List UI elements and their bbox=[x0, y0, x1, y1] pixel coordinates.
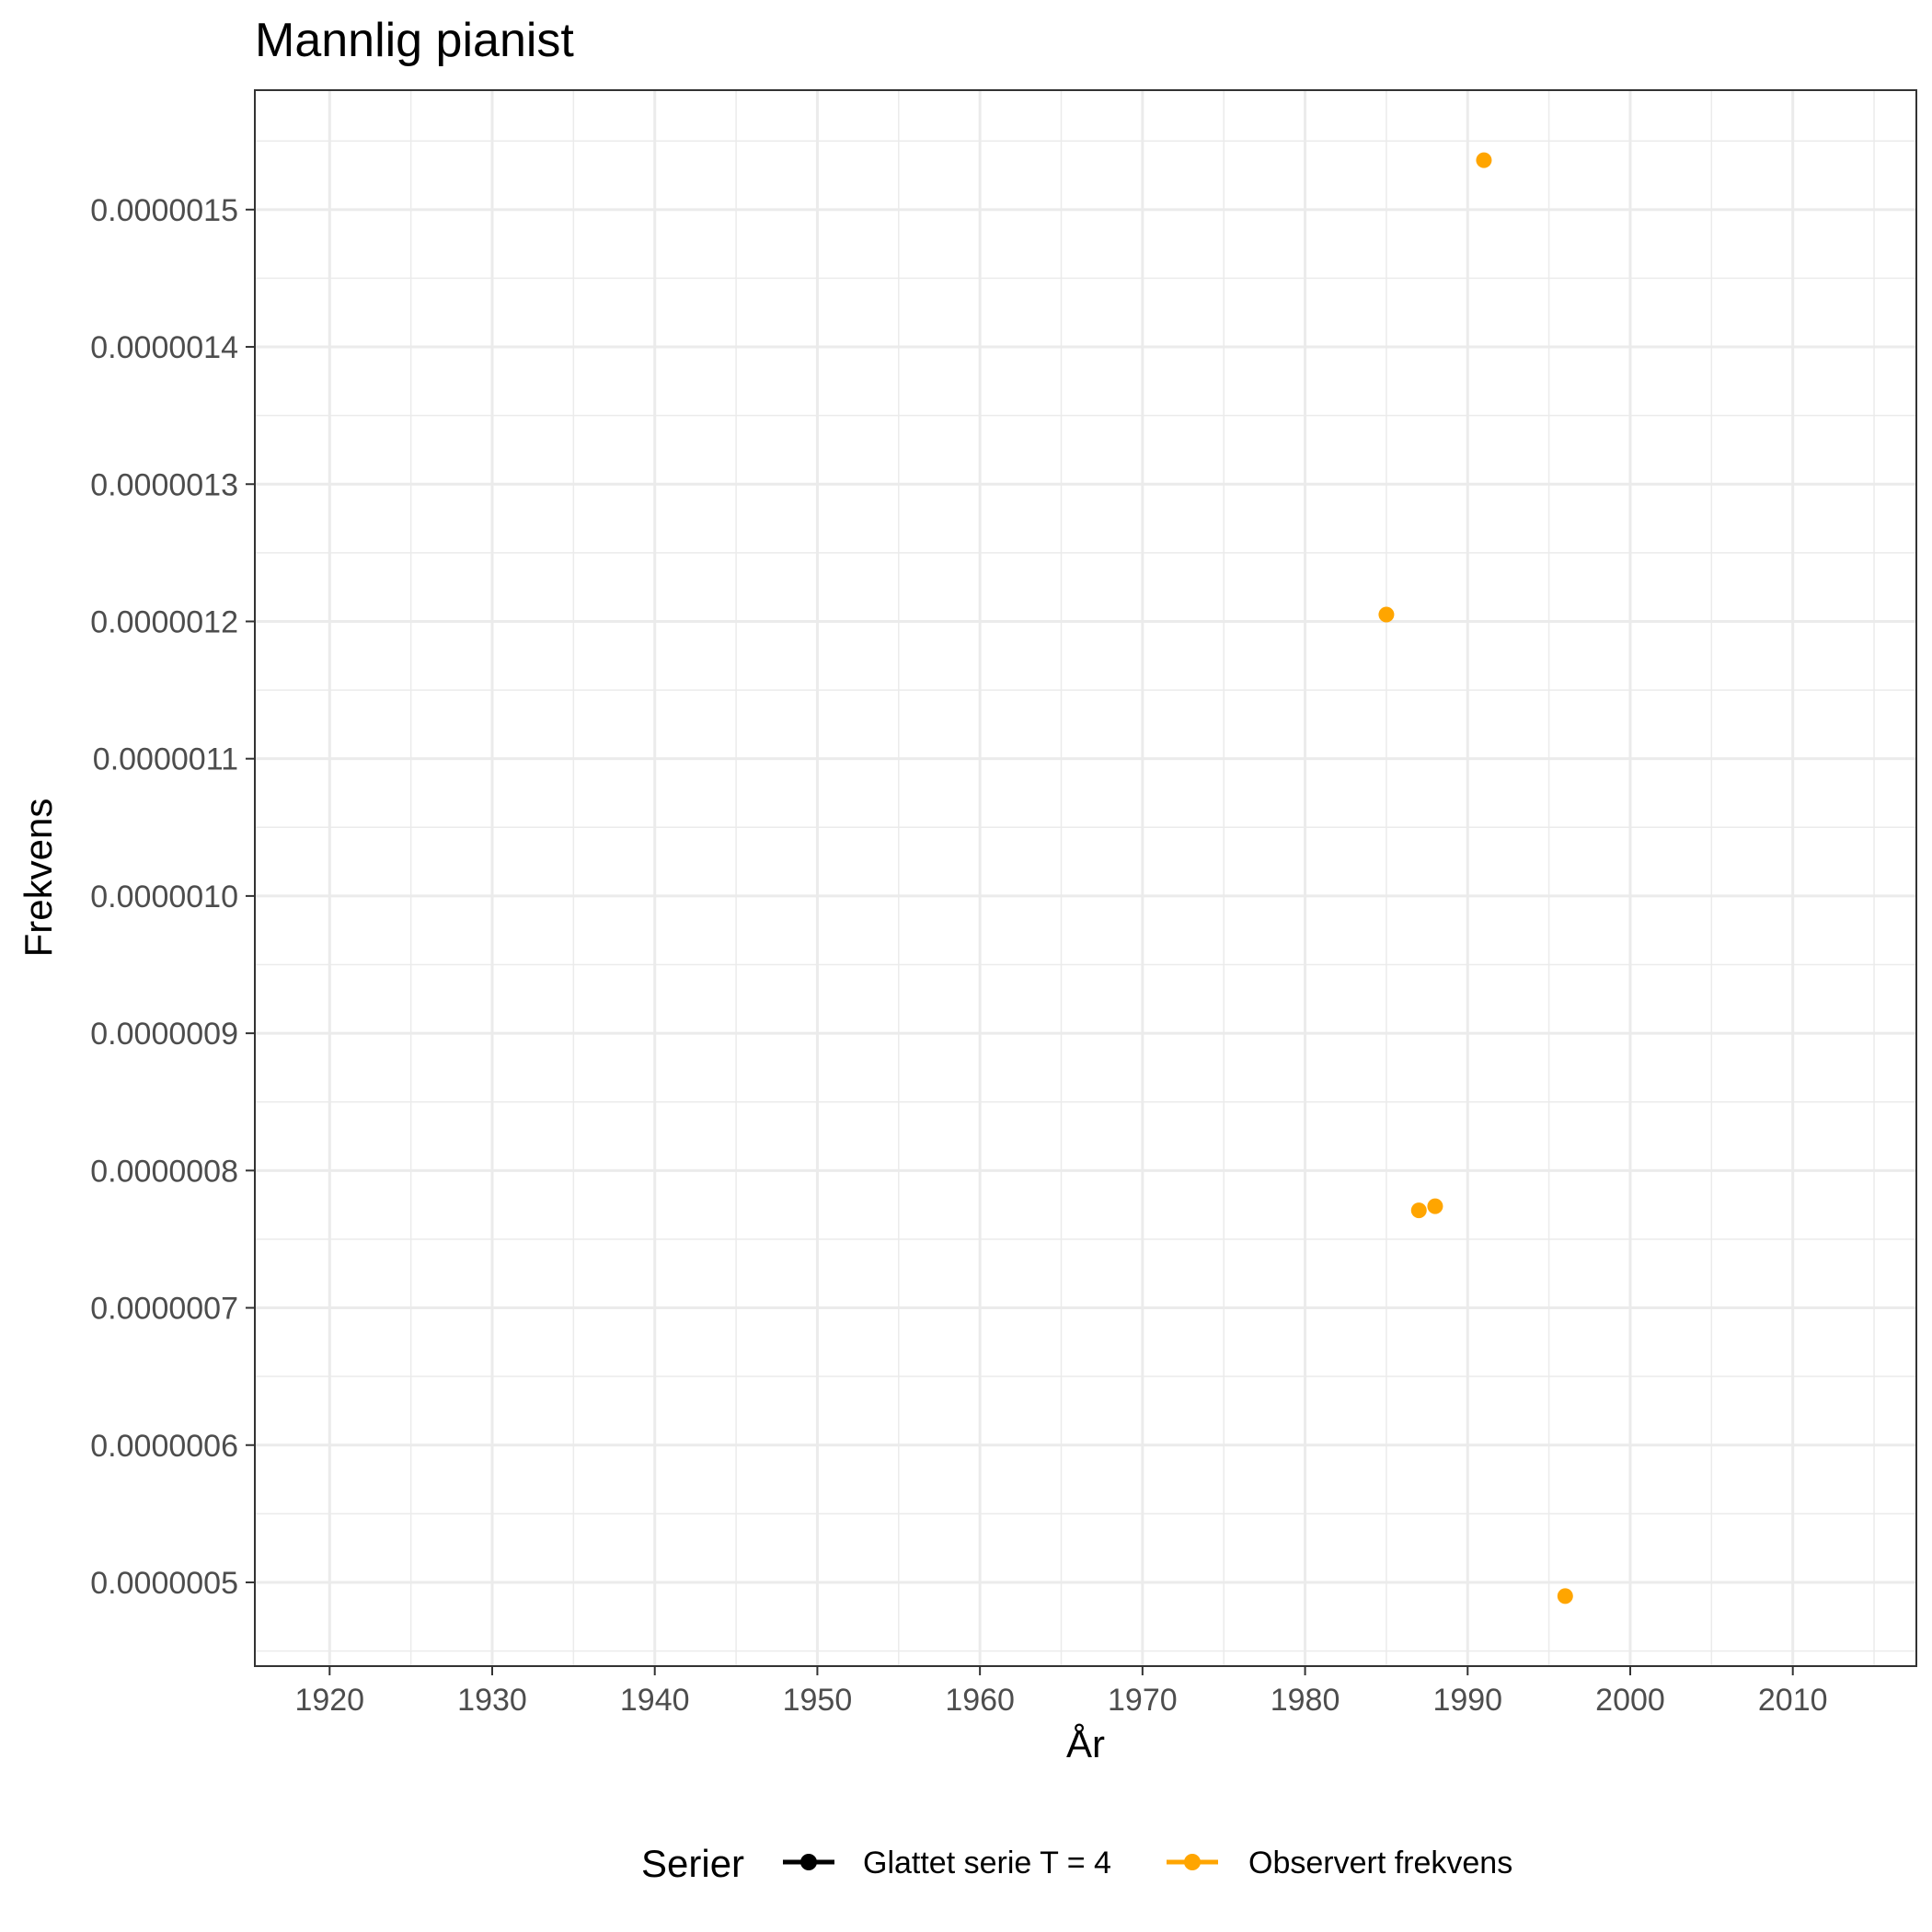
x-axis-title: År bbox=[1066, 1722, 1105, 1765]
y-tick-label: 0.0000010 bbox=[90, 880, 238, 914]
data-point bbox=[1378, 606, 1395, 623]
y-tick-label: 0.0000014 bbox=[90, 330, 238, 365]
x-tick-label: 1950 bbox=[783, 1683, 853, 1718]
chart-title: Mannlig pianist bbox=[255, 14, 574, 67]
legend-label-observed: Observert frekvens bbox=[1248, 1846, 1512, 1880]
y-tick-label: 0.0000015 bbox=[90, 193, 238, 228]
x-tick-label: 1980 bbox=[1271, 1683, 1340, 1718]
data-points bbox=[1378, 152, 1573, 1604]
y-tick-label: 0.0000011 bbox=[93, 742, 238, 777]
legend-item-observed: Observert frekvens bbox=[1167, 1846, 1512, 1880]
y-tick-label: 0.0000007 bbox=[90, 1292, 238, 1327]
x-axis: 1920 1930 1940 1950 1960 1970 1980 1990 2000 2010 bbox=[294, 1666, 1828, 1718]
data-point bbox=[1557, 1588, 1573, 1604]
data-point bbox=[1476, 152, 1492, 168]
y-tick-label: 0.0000006 bbox=[90, 1429, 238, 1464]
y-tick-label: 0.0000005 bbox=[90, 1566, 238, 1601]
legend-label-smoothed: Glattet serie T = 4 bbox=[863, 1846, 1111, 1880]
legend-title: Serier bbox=[641, 1842, 744, 1885]
y-tick-label: 0.0000013 bbox=[90, 467, 238, 502]
x-tick-label: 1920 bbox=[294, 1683, 364, 1718]
legend-key-point-smoothed bbox=[800, 1854, 817, 1870]
data-point bbox=[1427, 1198, 1443, 1214]
minor-grid bbox=[255, 90, 1916, 1666]
x-tick-label: 2000 bbox=[1595, 1683, 1665, 1718]
x-tick-label: 1930 bbox=[457, 1683, 527, 1718]
x-tick-label: 1960 bbox=[945, 1683, 1015, 1718]
plot-border bbox=[254, 89, 1917, 1667]
x-tick-label: 1970 bbox=[1108, 1683, 1178, 1718]
y-tick-label: 0.0000009 bbox=[90, 1017, 238, 1052]
legend-item-smoothed: Glattet serie T = 4 bbox=[783, 1846, 1111, 1880]
y-tick-label: 0.0000008 bbox=[90, 1154, 238, 1189]
x-tick-label: 1990 bbox=[1432, 1683, 1502, 1718]
x-tick-label: 2010 bbox=[1758, 1683, 1828, 1718]
y-axis-title: Frekvens bbox=[17, 799, 60, 958]
legend: Serier Glattet serie T = 4 Observert fre… bbox=[641, 1842, 1512, 1885]
major-grid bbox=[255, 90, 1916, 1666]
x-tick-label: 1940 bbox=[620, 1683, 690, 1718]
plot-panel bbox=[255, 90, 1916, 1666]
y-axis: 0.0000005 0.0000006 0.0000007 0.0000008 0.00… bbox=[90, 193, 255, 1601]
y-tick-label: 0.0000012 bbox=[90, 604, 238, 639]
legend-key-point-observed bbox=[1184, 1854, 1201, 1870]
data-point bbox=[1410, 1202, 1427, 1219]
